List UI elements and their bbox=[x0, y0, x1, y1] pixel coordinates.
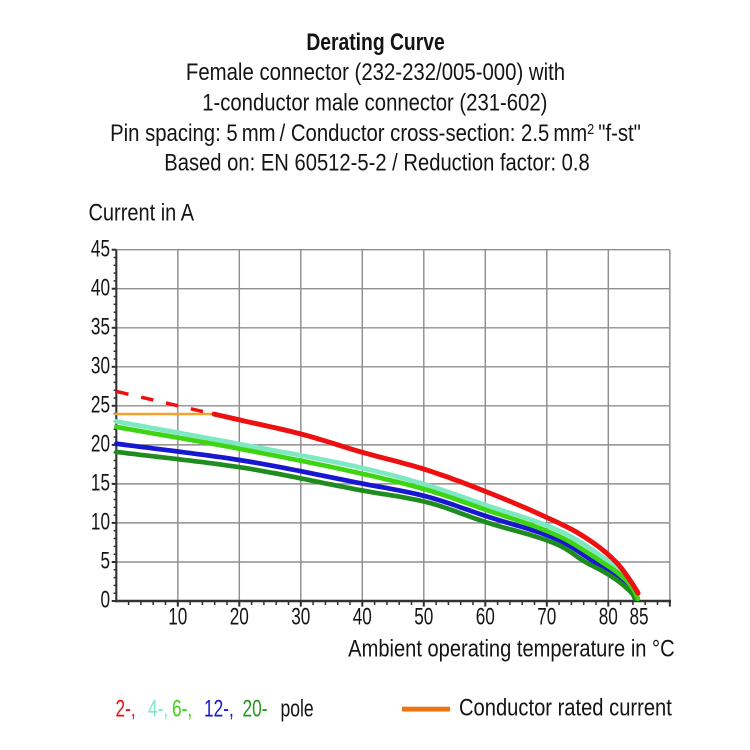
svg-text:45: 45 bbox=[91, 236, 110, 262]
svg-text:5: 5 bbox=[100, 548, 110, 574]
svg-text:Female connector (232-232/005-: Female connector (232-232/005-000) with bbox=[186, 58, 565, 85]
svg-text:70: 70 bbox=[537, 604, 556, 630]
svg-text:12-,: 12-, bbox=[204, 696, 234, 722]
svg-text:0: 0 bbox=[100, 587, 110, 613]
svg-text:Current in A: Current in A bbox=[89, 199, 195, 226]
svg-text:Pin spacing: 5 mm / Conductor: Pin spacing: 5 mm / Conductor cross-sect… bbox=[110, 119, 641, 146]
svg-text:25: 25 bbox=[91, 392, 110, 418]
svg-text:30: 30 bbox=[291, 604, 310, 630]
svg-text:40: 40 bbox=[91, 275, 110, 301]
svg-text:4-,: 4-, bbox=[148, 696, 168, 722]
svg-text:Based on: EN 60512-5-2 / Reduc: Based on: EN 60512-5-2 / Reduction facto… bbox=[164, 149, 590, 176]
svg-text:Ambient operating temperature: Ambient operating temperature in °C bbox=[348, 635, 674, 662]
svg-text:30: 30 bbox=[91, 353, 110, 379]
svg-text:6-,: 6-, bbox=[172, 696, 192, 722]
svg-text:80: 80 bbox=[599, 604, 618, 630]
svg-text:Conductor rated current: Conductor rated current bbox=[459, 694, 672, 721]
svg-text:2-,: 2-, bbox=[116, 696, 136, 722]
svg-text:10: 10 bbox=[91, 509, 110, 535]
svg-text:20: 20 bbox=[230, 604, 249, 630]
svg-text:85: 85 bbox=[629, 604, 648, 630]
svg-text:40: 40 bbox=[353, 604, 372, 630]
svg-text:50: 50 bbox=[414, 604, 433, 630]
svg-text:60: 60 bbox=[476, 604, 495, 630]
svg-text:pole: pole bbox=[281, 696, 314, 722]
svg-text:10: 10 bbox=[168, 604, 187, 630]
svg-text:20-: 20- bbox=[243, 696, 268, 722]
svg-text:15: 15 bbox=[91, 470, 110, 496]
svg-text:Derating Curve: Derating Curve bbox=[306, 28, 444, 56]
svg-text:20: 20 bbox=[91, 431, 110, 457]
svg-text:1-conductor male connector (23: 1-conductor male connector (231-602) bbox=[202, 89, 547, 116]
svg-text:35: 35 bbox=[91, 314, 110, 340]
